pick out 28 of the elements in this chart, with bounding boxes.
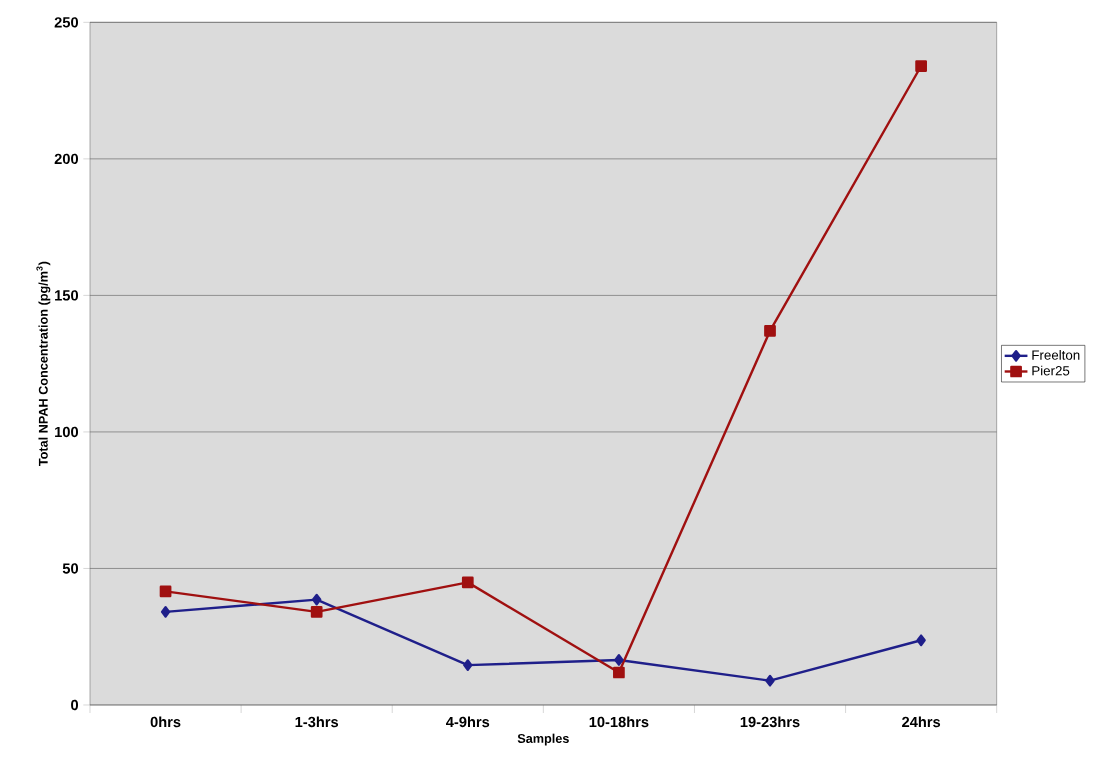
point (765, 674, 775, 687)
point (463, 659, 473, 671)
point (764, 325, 776, 337)
y-tick-label: 150 (55, 290, 79, 301)
x-axis-title: Samples (517, 733, 569, 746)
point (310, 606, 323, 618)
point (461, 576, 474, 589)
y-tick-label: 0 (71, 699, 79, 711)
y-tick-label: 100 (55, 426, 79, 438)
point (613, 666, 625, 679)
point (311, 593, 322, 606)
point (160, 606, 171, 618)
y-tick-label: 250 (54, 17, 79, 28)
x-tick-label: 1-3hrs (295, 716, 339, 728)
x-tick-label: 4-9hrs (446, 716, 490, 728)
point (916, 634, 926, 647)
point (915, 60, 927, 72)
point (614, 654, 624, 666)
x-tick-label: 19-23hrs (740, 716, 800, 728)
x-tick-label: 24hrs (902, 716, 941, 728)
y-axis-title: Total NPAH Concentration (pg/m$^{3}$) (36, 261, 51, 466)
x-tick-label: 0hrs (150, 716, 181, 728)
x-tick-label: 10-18hrs (589, 716, 649, 728)
point (159, 585, 172, 598)
legend-label: Pier25 (1032, 365, 1070, 376)
y-tick-label: 200 (54, 153, 79, 165)
legend-label: Freelton (1032, 350, 1080, 360)
y-tick-label: 50 (62, 563, 79, 574)
